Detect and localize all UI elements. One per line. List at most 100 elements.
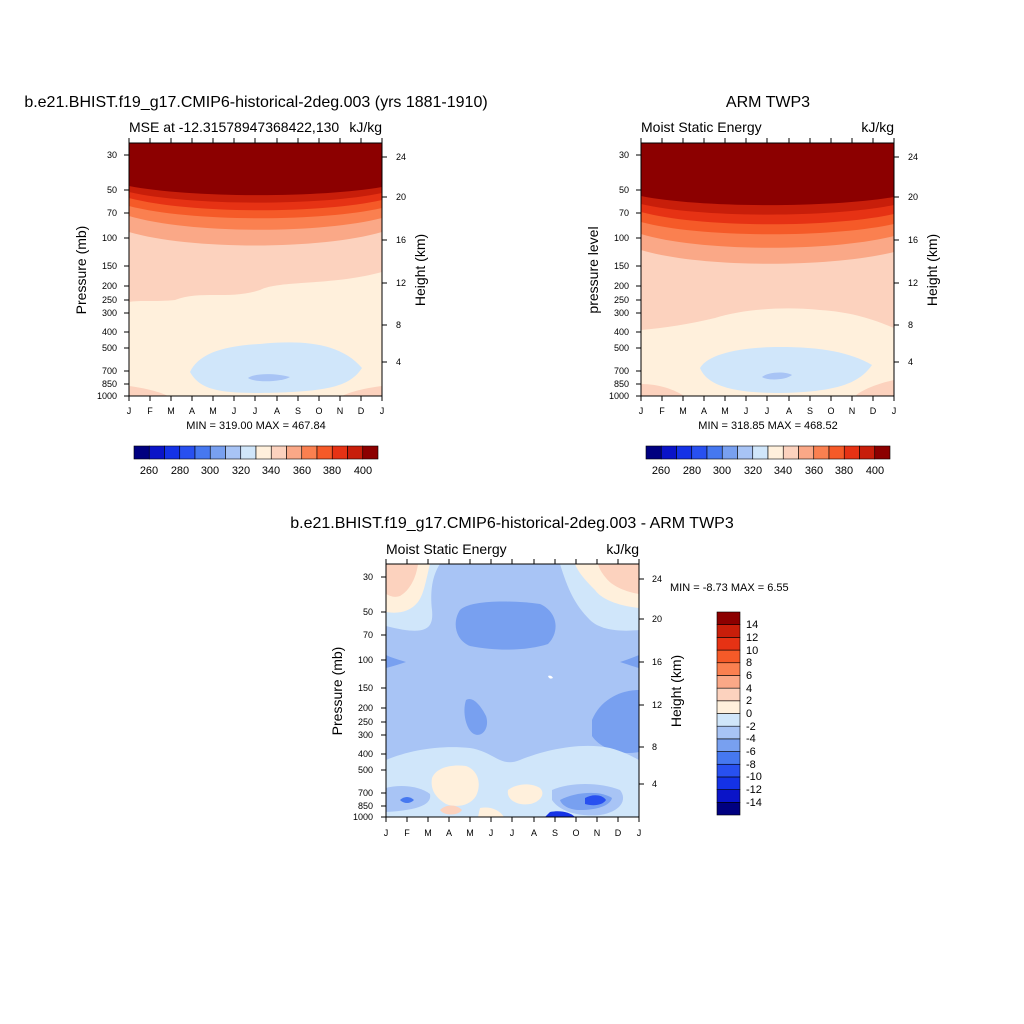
colorbar-label: -6 [746,746,756,758]
height-tick-label: 16 [396,235,406,245]
colorbar-label: -2 [746,721,756,733]
panel1-units: kJ/kg [349,119,382,135]
colorbar-label: 360 [805,465,823,477]
panel2-y2-axis-label: Height (km) [924,234,940,306]
height-tick-label: 8 [908,320,913,330]
colorbar-label: -8 [746,759,756,771]
y-tick-label: 1000 [353,812,373,822]
colorbar-swatch [843,445,860,460]
colorbar-swatch [716,763,741,778]
height-tick-label: 12 [396,278,406,288]
colorbar-label: 260 [652,465,670,477]
y-tick-label: 300 [358,730,373,740]
height-tick-label: 4 [652,779,657,789]
x-tick-label: A [446,828,452,838]
height-tick-label: 24 [908,152,918,162]
panel1-min-max: MIN = 319.00 MAX = 467.84 [186,420,325,432]
y-tick-label: 500 [358,765,373,775]
height-tick-label: 12 [652,700,662,710]
y-tick-label: 400 [614,327,629,337]
panel1-left-string: MSE at -12.31578947368422,130 [129,119,339,135]
colorbar-label: -4 [746,733,756,745]
y-tick-label: 300 [614,308,629,318]
panel3-y2-axis-label: Height (km) [668,655,684,727]
y-tick-label: 30 [363,572,373,582]
y-tick-label: 70 [363,630,373,640]
x-tick-label: J [380,406,385,416]
colorbar-swatch [316,445,333,460]
x-tick-label: A [786,406,792,416]
colorbar-swatch [716,713,741,727]
panel2-right-ticks [894,156,899,363]
y-tick-label: 250 [614,295,629,305]
panel1-contour-field [129,143,382,396]
x-tick-label: F [147,406,153,416]
x-tick-label: J [489,828,494,838]
colorbar-swatch [716,725,741,740]
x-tick-label: J [637,828,642,838]
panel3-x-tick-labels: J F M A M J J A S O N D J [384,828,642,838]
x-tick-label: D [358,406,365,416]
x-tick-label: O [572,828,579,838]
colorbar-swatch [874,445,891,460]
colorbar-label: 360 [293,465,311,477]
x-tick-label: J [127,406,132,416]
x-tick-label: F [404,828,410,838]
height-tick-label: 8 [396,320,401,330]
x-tick-label: N [337,406,344,416]
panel1-x-tick-labels: J F M A M J J A S O N D J [127,406,385,416]
colorbar-swatch [194,445,211,460]
panel3-min-max: MIN = -8.73 MAX = 6.55 [670,582,789,594]
y-tick-label: 300 [102,308,117,318]
colorbar-swatch [691,445,708,460]
panel2-colorbar: 260 280 300 320 340 360 380 400 [645,445,891,477]
colorbar-label: 10 [746,645,758,657]
colorbar-swatch [660,445,677,460]
y-tick-label: 850 [102,379,117,389]
colorbar-swatch [716,789,741,803]
colorbar-swatch [716,687,741,702]
panel3-units: kJ/kg [606,541,639,557]
colorbar-label: 340 [262,465,280,477]
panel3-left-string: Moist Static Energy [386,541,507,557]
x-tick-label: A [531,828,537,838]
x-tick-label: N [594,828,601,838]
x-tick-label: A [189,406,195,416]
panel-model-mse: b.e21.BHIST.f19_g17.CMIP6-historical-2de… [24,94,487,477]
panel2-right-tick-labels: 24 20 16 12 8 4 [908,152,918,367]
y-tick-label: 700 [358,788,373,798]
x-tick-label: S [807,406,813,416]
panel3-y-axis-label: Pressure (mb) [329,647,345,736]
panel1-right-tick-labels: 24 20 16 12 8 4 [396,152,406,367]
colorbar-swatch [716,751,741,765]
height-tick-label: 16 [652,657,662,667]
y-tick-label: 400 [358,749,373,759]
x-tick-label: D [615,828,622,838]
colorbar-label: 2 [746,695,752,707]
colorbar-label: 12 [746,632,758,644]
panel1-y2-axis-label: Height (km) [412,234,428,306]
height-tick-label: 16 [908,235,918,245]
colorbar-label: 260 [140,465,158,477]
colorbar-swatch [645,445,662,460]
y-tick-label: 100 [614,233,629,243]
colorbar-swatch [716,738,741,752]
x-tick-label: J [639,406,644,416]
x-tick-label: J [232,406,237,416]
panel2-x-ticks [640,138,895,401]
colorbar-label: 400 [866,465,884,477]
panel2-y-axis-label: pressure level [585,226,601,313]
colorbar-label: 0 [746,708,752,720]
colorbar-label: 4 [746,683,752,695]
height-tick-label: 20 [396,192,406,202]
panel2-contour-field [641,143,894,396]
colorbar-swatch [716,624,741,638]
colorbar-label: 6 [746,670,752,682]
panel-obs-mse: ARM TWP3 Moist Static Energy kJ/kg [585,94,940,477]
y-tick-label: 250 [358,717,373,727]
x-tick-label: M [424,828,432,838]
x-tick-label: N [849,406,856,416]
x-tick-label: O [827,406,834,416]
panel-difference: b.e21.BHIST.f19_g17.CMIP6-historical-2de… [290,515,788,838]
